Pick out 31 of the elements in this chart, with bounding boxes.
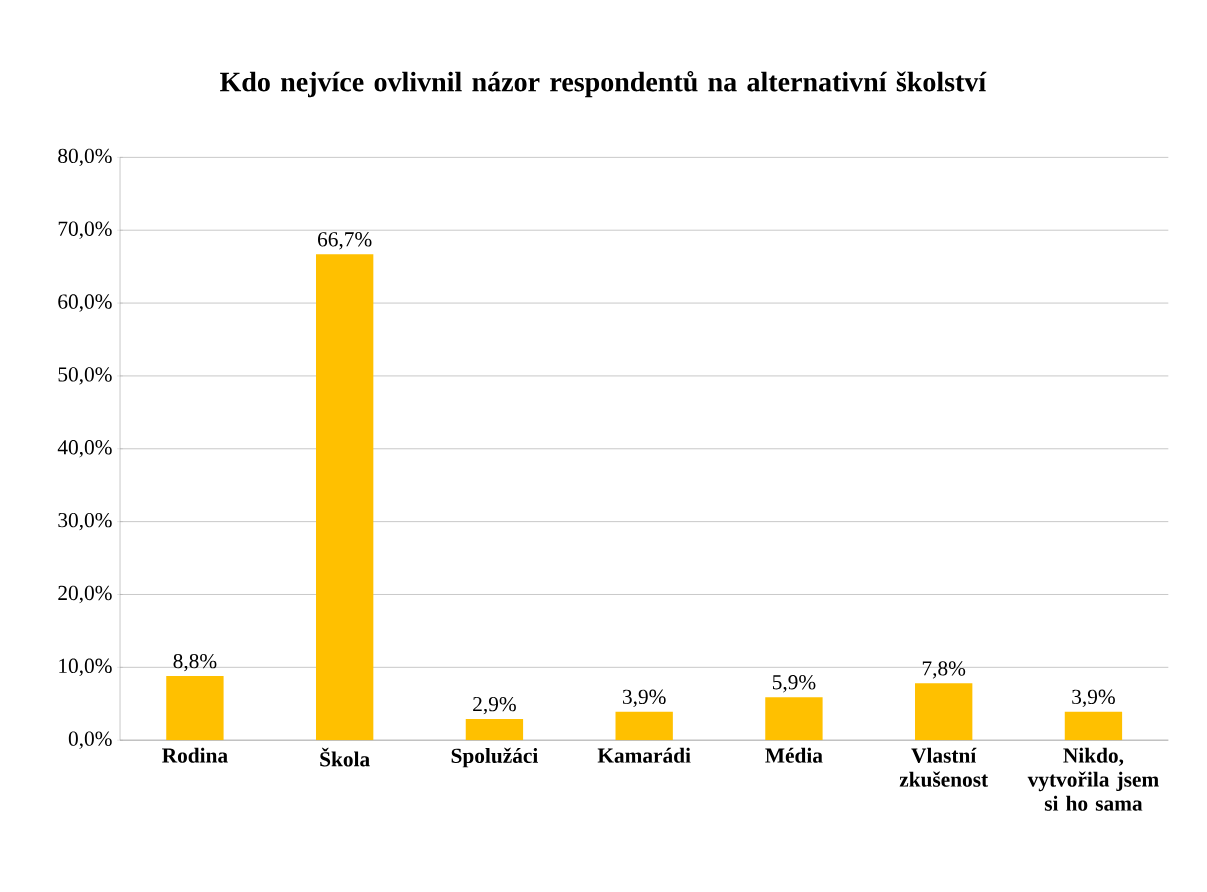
data-label: 7,8%: [922, 661, 966, 679]
y-tick-label: 40,0%: [57, 439, 112, 458]
data-label: 3,9%: [1072, 689, 1115, 707]
y-tick-label: 80,0%: [58, 148, 112, 166]
y-tick-label: 0,0%: [68, 731, 112, 749]
bar: [765, 697, 823, 741]
y-tick-label: 20,0%: [58, 585, 112, 604]
y-tick-label: 10,0%: [59, 658, 112, 676]
bar: [915, 683, 973, 741]
y-tick-label: 60,0%: [58, 294, 112, 312]
chart-title: Kdo nejvíce ovlivnil názor respondentů na alternativní školství: [220, 70, 987, 98]
bar: [166, 675, 224, 741]
data-label: 2,9%: [473, 696, 516, 715]
data-label: 5,9%: [772, 674, 816, 693]
data-label: 3,9%: [622, 689, 666, 707]
x-tick-label: Vlastní zkušenost: [899, 747, 989, 787]
x-tick-label: Nikdo, vytvořila jsem si ho sama: [1027, 747, 1159, 811]
bar: [615, 711, 673, 741]
x-tick-label: Škola: [320, 747, 370, 767]
x-tick-label: Média: [765, 747, 823, 763]
bar: [465, 718, 524, 741]
data-label: 66,7%: [318, 231, 372, 250]
bar: [315, 254, 374, 741]
y-tick-label: 70,0%: [58, 221, 112, 239]
x-tick-label: Rodina: [162, 747, 228, 763]
y-tick-label: 50,0%: [58, 367, 112, 385]
bar: [1064, 711, 1123, 741]
y-tick-label: 30,0%: [58, 512, 112, 531]
x-tick-label: Spolužáci: [451, 747, 538, 768]
x-tick-label: Kamarádi: [597, 747, 691, 763]
data-label: 8,8%: [173, 653, 217, 672]
